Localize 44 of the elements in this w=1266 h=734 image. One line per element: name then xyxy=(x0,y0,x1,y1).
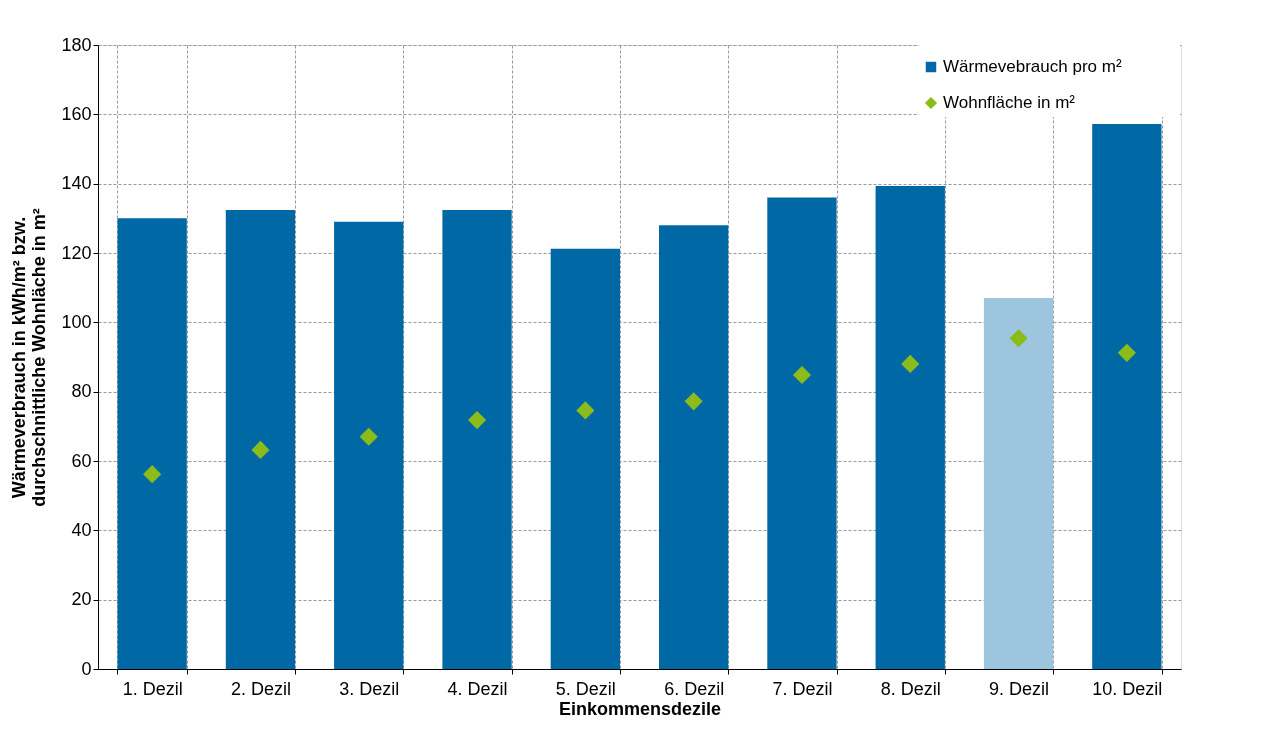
y-tick-label: 160 xyxy=(61,103,92,124)
point xyxy=(1009,329,1028,348)
bar xyxy=(983,298,1054,669)
point xyxy=(576,401,595,420)
bar xyxy=(442,210,512,669)
bar xyxy=(117,218,187,669)
bar xyxy=(1092,124,1162,669)
bar xyxy=(225,210,296,669)
point xyxy=(143,465,162,484)
y-tick-label: 0 xyxy=(81,658,92,679)
point xyxy=(359,427,378,446)
x-tick-label: 8. Dezil xyxy=(880,678,941,699)
bar xyxy=(658,225,729,669)
y-tick-label: 100 xyxy=(61,311,92,332)
y-tick-label: 180 xyxy=(61,34,92,55)
x-tick-label: 5. Dezil xyxy=(555,678,616,699)
point xyxy=(251,440,270,459)
y-tick-label: 60 xyxy=(71,450,92,471)
x-tick-label: 6. Dezil xyxy=(664,678,725,699)
bar xyxy=(875,186,945,669)
x-tick-label: 9. Dezil xyxy=(989,678,1050,699)
x-tick-label: 10. Dezil xyxy=(1092,678,1163,699)
x-tick-label: 7. Dezil xyxy=(772,678,833,699)
x-tick-label: 1. Dezil xyxy=(122,678,183,699)
point xyxy=(467,411,487,430)
legend-label: Wärmevebrauch pro m² xyxy=(943,57,1122,76)
x-tick-label: 2. Dezil xyxy=(230,678,291,699)
y-tick-label: 140 xyxy=(61,173,92,194)
point xyxy=(792,365,812,385)
y-tick-label: 120 xyxy=(61,242,92,263)
point xyxy=(901,354,920,374)
bar xyxy=(550,248,621,669)
y-tick-label: 20 xyxy=(71,589,92,610)
x-axis-title: Einkommensdezile xyxy=(558,698,722,719)
y-tick-label: 40 xyxy=(71,519,92,540)
point xyxy=(1117,343,1136,362)
bar xyxy=(767,197,837,669)
x-tick-label: 4. Dezil xyxy=(447,678,508,699)
y-axis-title: Wärmeverbrauch in kWh/m² bzw. durchschnittliche Wohnläche in m² xyxy=(9,208,50,507)
point xyxy=(684,392,703,411)
legend-label: Wohnfläche in m² xyxy=(943,93,1076,112)
y-tick-label: 80 xyxy=(71,381,92,402)
bar xyxy=(334,221,404,669)
x-tick-label: 3. Dezil xyxy=(339,678,400,699)
